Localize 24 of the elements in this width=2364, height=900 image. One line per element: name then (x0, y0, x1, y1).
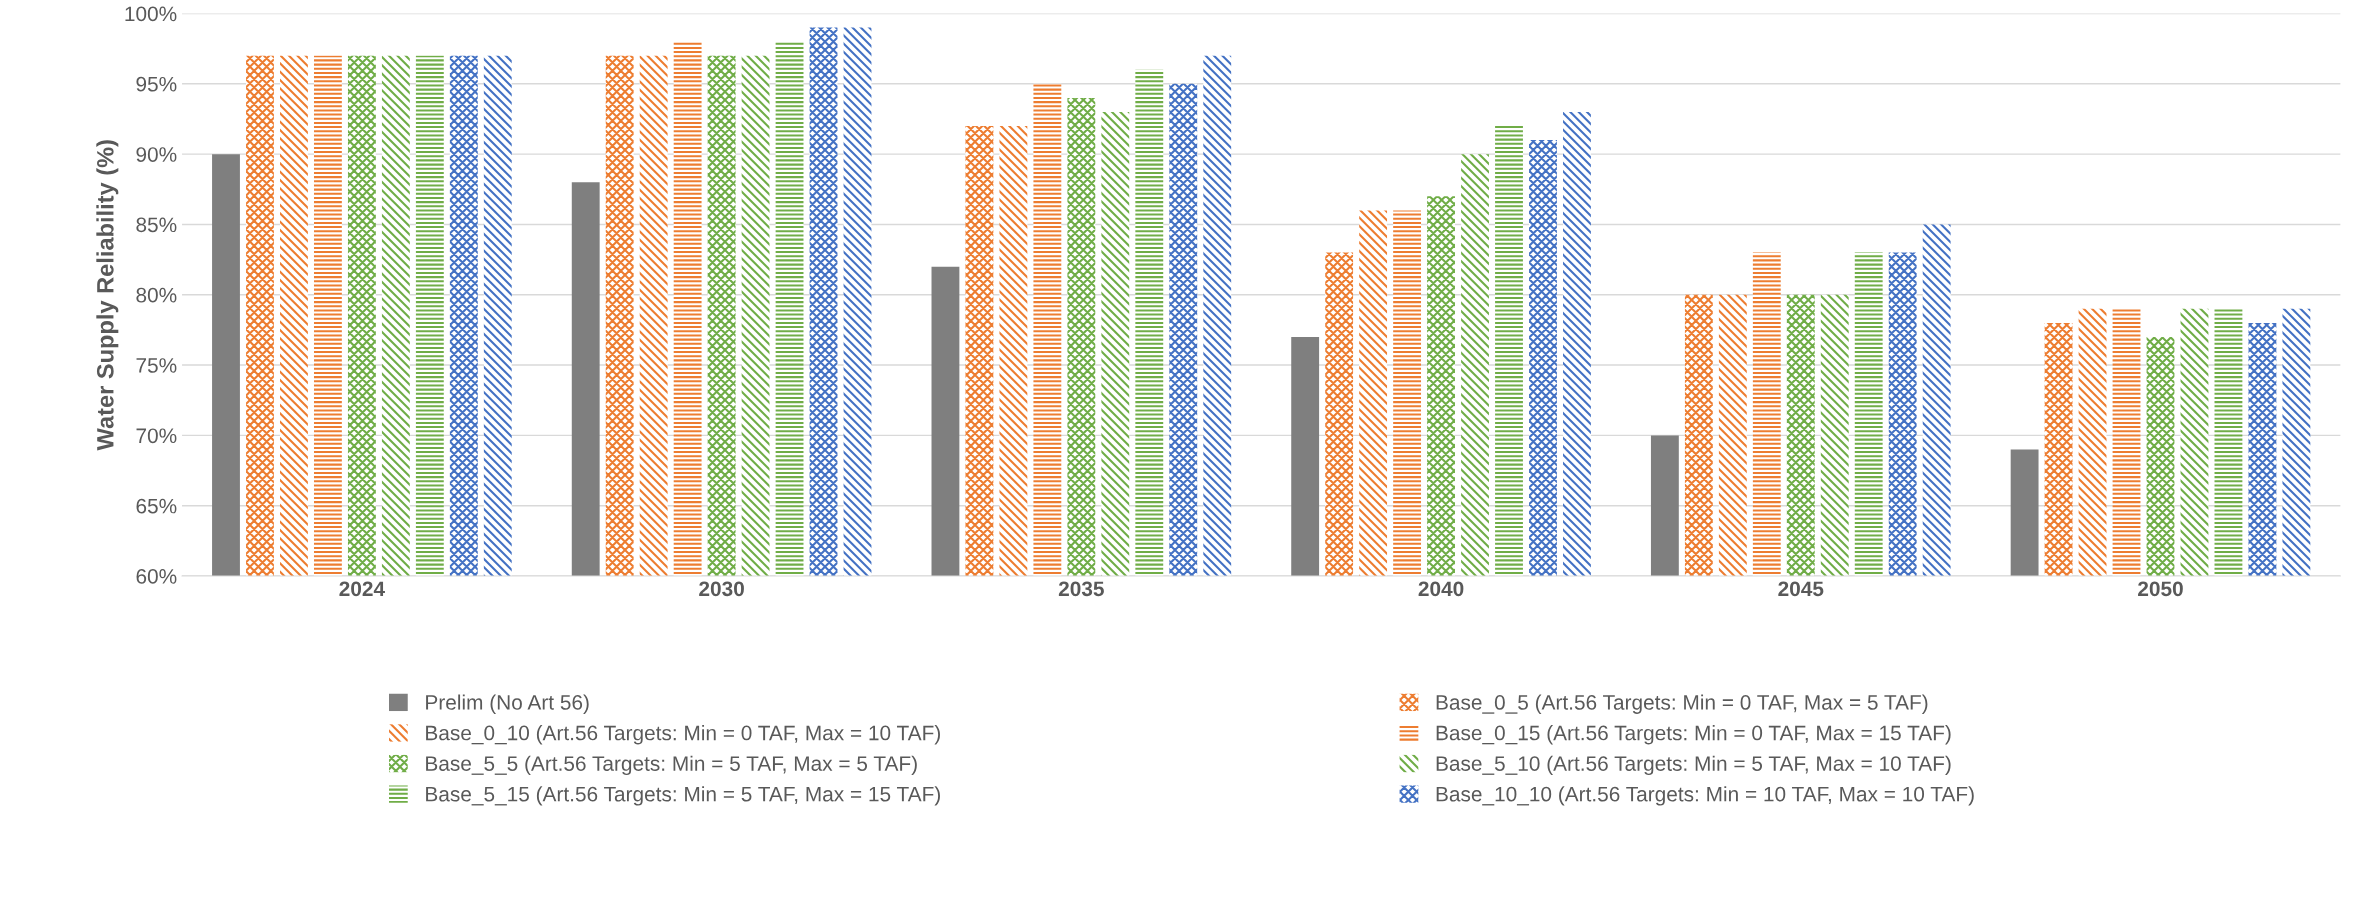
y-tick-label: 85% (136, 217, 177, 233)
legend-label: Base_0_5 (Art.56 Targets: Min = 0 TAF, Max = 5 TAF) (1436, 694, 1928, 714)
x-tick-label: 2035 (1058, 581, 1104, 597)
y-tick-label: 95% (136, 76, 177, 92)
y-tick-label: 70% (136, 428, 177, 444)
legend-label: Base_5_15 (Art.56 Targets: Min = 5 TAF, Max = 15 TAF) (426, 786, 940, 806)
y-tick-label: 90% (136, 147, 177, 162)
x-tick-label: 2030 (699, 581, 744, 597)
legend-label: Base_0_10 (Art.56 Targets: Min = 0 TAF, Max = 10 TAF) (426, 725, 940, 745)
legend-label: Prelim (No Art 56) (426, 694, 589, 714)
y-tick-label: 75% (136, 358, 177, 373)
legend-label: Base_5_10 (Art.56 Targets: Min = 5 TAF, Max = 10 TAF) (1436, 755, 1951, 776)
x-tick-label: 2045 (1778, 581, 1824, 597)
y-tick-label: 100% (125, 6, 177, 22)
y-axis-title: Water Supply Reliability (%) (96, 140, 119, 451)
legend-label: Base_5_5 (Art.56 Targets: Min = 5 TAF, Max = 5 TAF) (426, 755, 917, 776)
legend-label: Base_10_10 (Art.56 Targets: Min = 10 TAF, Max = 10 TAF) (1436, 786, 1974, 806)
y-tick-label: 80% (136, 287, 177, 303)
x-tick-label: 2050 (2138, 581, 2183, 597)
legend-label: Base_0_15 (Art.56 Targets: Min = 0 TAF, Max = 15 TAF) (1436, 725, 1951, 745)
y-tick-label: 60% (136, 569, 177, 584)
x-tick-label: 2024 (339, 581, 385, 597)
x-tick-label: 2040 (1418, 581, 1464, 597)
y-tick-label: 65% (136, 498, 177, 514)
